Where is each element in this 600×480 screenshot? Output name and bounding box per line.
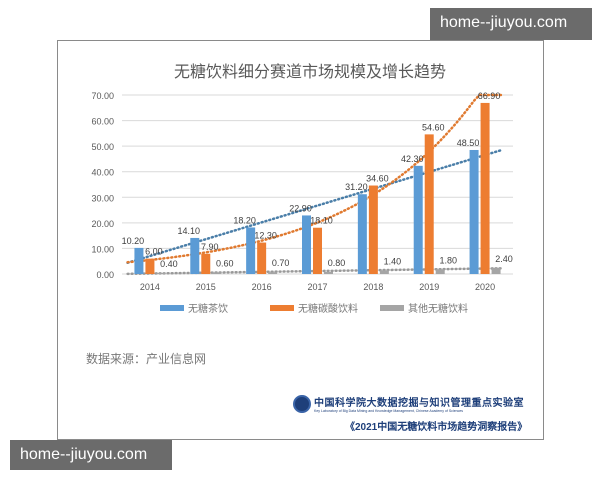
legend-label: 无糖碳酸饮料 [298, 302, 358, 315]
x-tick-label: 2020 [475, 282, 495, 292]
data-label: 34.60 [366, 174, 389, 184]
y-tick-label: 0.00 [96, 270, 114, 280]
data-label: 1.40 [384, 256, 402, 266]
legend-label: 其他无糖饮料 [408, 302, 468, 315]
data-label: 18.20 [233, 215, 256, 225]
bar-2 [424, 134, 434, 274]
bar-1 [357, 194, 367, 274]
bar-2 [257, 242, 267, 274]
y-tick-label: 30.00 [91, 193, 114, 203]
institution-logo: 中国科学院大数据挖掘与知识管理重点实验室 Key Laboratory of B… [293, 394, 524, 413]
bar-3 [491, 267, 501, 274]
data-label: 0.80 [328, 258, 346, 268]
legend-swatch [380, 305, 404, 311]
bar-2 [480, 102, 490, 274]
bar-3 [212, 272, 222, 274]
x-tick-label: 2019 [419, 282, 439, 292]
y-tick-label: 20.00 [91, 219, 114, 229]
data-label: 48.50 [457, 138, 480, 148]
data-label: 10.20 [122, 236, 145, 246]
legend-label: 无糖茶饮 [188, 302, 228, 315]
legend-swatch [160, 305, 184, 311]
x-tick-label: 2017 [307, 282, 327, 292]
bar-2 [145, 258, 155, 274]
bar-3 [324, 271, 333, 274]
trendline-2 [126, 93, 504, 264]
y-tick-label: 70.00 [91, 91, 114, 101]
y-tick-label: 10.00 [91, 244, 114, 254]
logo-emblem-icon [293, 394, 311, 413]
data-label: 66.90 [478, 91, 501, 101]
x-tick-label: 2014 [140, 282, 160, 292]
y-tick-label: 50.00 [91, 142, 114, 152]
trendline-1 [126, 148, 504, 265]
x-tick-label: 2018 [363, 282, 383, 292]
y-tick-label: 60.00 [91, 117, 114, 127]
bar-1 [134, 247, 144, 274]
data-label: 0.40 [160, 259, 178, 269]
data-label: 42.30 [401, 154, 424, 164]
watermark-top: home--jiuyou.com [430, 8, 592, 40]
report-title: 《2021中国无糖饮料市场趋势洞察报告》 [345, 422, 528, 433]
chart-title: 无糖饮料细分赛道市场规模及增长趋势 [174, 62, 446, 81]
x-tick-label: 2016 [252, 282, 272, 292]
bar-3 [435, 269, 445, 274]
data-label: 14.10 [178, 226, 201, 236]
bar-2 [201, 253, 211, 274]
bar-1 [302, 215, 311, 274]
bar-2 [368, 185, 378, 274]
data-label: 2.40 [495, 254, 513, 264]
bar-1 [469, 149, 479, 274]
data-label: 18.10 [310, 216, 333, 226]
bar-3 [268, 272, 278, 274]
data-label: 7.90 [201, 242, 219, 252]
chart-frame [57, 40, 544, 440]
data-label: 12.30 [254, 231, 277, 241]
watermark-bottom: home--jiuyou.com [10, 440, 172, 470]
logo-cn: 中国科学院大数据挖掘与知识管理重点实验室 [314, 398, 524, 409]
bar-1 [413, 165, 423, 274]
x-tick-label: 2015 [196, 282, 216, 292]
bar-1 [190, 237, 200, 274]
bar-3 [156, 272, 166, 274]
data-source: 数据来源：产业信息网 [86, 352, 207, 366]
y-tick-label: 40.00 [91, 168, 114, 178]
legend-swatch [270, 305, 294, 311]
logo-en: Key Laboratory of Big Data Mining and Kn… [314, 409, 464, 413]
bar-1 [246, 227, 256, 274]
data-label: 0.70 [272, 258, 290, 268]
data-label: 54.60 [422, 122, 445, 132]
data-label: 31.20 [345, 182, 368, 192]
bar-2 [313, 227, 322, 274]
data-label: 1.80 [439, 255, 457, 265]
data-label: 6.00 [145, 247, 163, 257]
data-label: 0.60 [216, 258, 234, 268]
bar-3 [379, 270, 389, 274]
data-label: 22.90 [289, 203, 312, 213]
